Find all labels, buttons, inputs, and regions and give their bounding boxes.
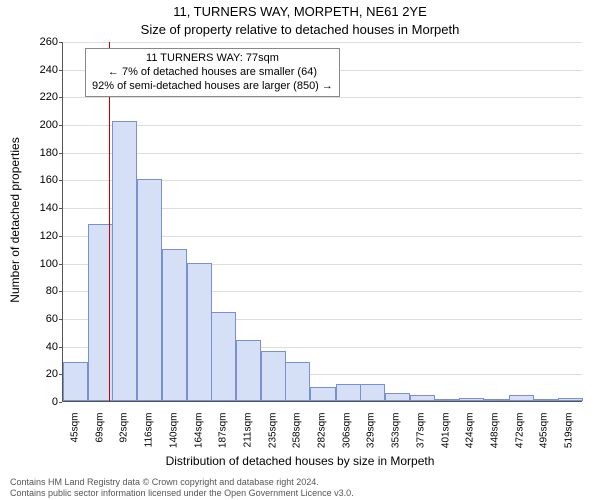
histogram-bar bbox=[385, 393, 410, 401]
plot-area: 11 TURNERS WAY: 77sqm ← 7% of detached h… bbox=[62, 42, 582, 402]
y-tick-label: 100 bbox=[24, 258, 58, 270]
x-tick-label: 448sqm bbox=[490, 413, 501, 461]
y-tick-mark bbox=[59, 70, 62, 71]
histogram-bar bbox=[509, 395, 534, 401]
y-tick-label: 180 bbox=[24, 147, 58, 159]
y-tick-mark bbox=[59, 208, 62, 209]
y-tick-label: 80 bbox=[24, 285, 58, 297]
y-tick-label: 140 bbox=[24, 202, 58, 214]
annotation-line: ← 7% of detached houses are smaller (64) bbox=[92, 66, 333, 80]
histogram-bar bbox=[211, 312, 236, 401]
histogram-bar bbox=[261, 351, 286, 401]
x-tick-label: 353sqm bbox=[391, 413, 402, 461]
histogram-bar bbox=[236, 340, 261, 401]
histogram-bar bbox=[336, 384, 361, 401]
gridline bbox=[63, 125, 582, 126]
chart-container: 11, TURNERS WAY, MORPETH, NE61 2YE Size … bbox=[0, 0, 600, 500]
gridline bbox=[63, 153, 582, 154]
y-tick-mark bbox=[59, 125, 62, 126]
y-tick-label: 160 bbox=[24, 174, 58, 186]
x-tick-label: 164sqm bbox=[193, 413, 204, 461]
histogram-bar bbox=[162, 249, 187, 401]
y-tick-label: 200 bbox=[24, 119, 58, 131]
x-tick-label: 140sqm bbox=[168, 413, 179, 461]
x-tick-label: 329sqm bbox=[366, 413, 377, 461]
y-tick-mark bbox=[59, 291, 62, 292]
y-tick-label: 40 bbox=[24, 341, 58, 353]
gridline bbox=[63, 42, 582, 43]
histogram-bar bbox=[484, 399, 509, 401]
x-tick-label: 187sqm bbox=[217, 413, 228, 461]
y-tick-mark bbox=[59, 374, 62, 375]
y-tick-label: 60 bbox=[24, 313, 58, 325]
title-sub: Size of property relative to detached ho… bbox=[0, 22, 600, 37]
y-tick-mark bbox=[59, 42, 62, 43]
y-tick-label: 0 bbox=[24, 396, 58, 408]
x-tick-label: 519sqm bbox=[564, 413, 575, 461]
x-tick-label: 306sqm bbox=[342, 413, 353, 461]
x-tick-label: 211sqm bbox=[242, 413, 253, 461]
title-main: 11, TURNERS WAY, MORPETH, NE61 2YE bbox=[0, 4, 600, 19]
x-tick-label: 424sqm bbox=[465, 413, 476, 461]
y-tick-mark bbox=[59, 180, 62, 181]
histogram-bar bbox=[435, 399, 460, 401]
y-tick-label: 120 bbox=[24, 230, 58, 242]
histogram-bar bbox=[63, 362, 88, 401]
y-tick-label: 20 bbox=[24, 368, 58, 380]
x-tick-label: 116sqm bbox=[143, 413, 154, 461]
histogram-bar bbox=[558, 398, 583, 401]
y-tick-mark bbox=[59, 347, 62, 348]
y-tick-mark bbox=[59, 236, 62, 237]
histogram-bar bbox=[310, 387, 335, 401]
gridline bbox=[63, 97, 582, 98]
histogram-bar bbox=[137, 179, 162, 401]
y-axis-label: Number of detached properties bbox=[8, 137, 22, 302]
histogram-bar bbox=[187, 263, 212, 401]
x-tick-label: 235sqm bbox=[267, 413, 278, 461]
annotation-box: 11 TURNERS WAY: 77sqm ← 7% of detached h… bbox=[85, 48, 340, 97]
footer-attribution: Contains HM Land Registry data © Crown c… bbox=[10, 477, 354, 498]
histogram-bar bbox=[112, 121, 137, 401]
footer-line: Contains HM Land Registry data © Crown c… bbox=[10, 477, 354, 487]
annotation-line: 92% of semi-detached houses are larger (… bbox=[92, 80, 333, 94]
footer-line: Contains public sector information licen… bbox=[10, 488, 354, 498]
annotation-line: 11 TURNERS WAY: 77sqm bbox=[92, 52, 333, 66]
y-tick-mark bbox=[59, 153, 62, 154]
histogram-bar bbox=[533, 399, 558, 401]
y-tick-mark bbox=[59, 264, 62, 265]
x-tick-label: 69sqm bbox=[94, 413, 105, 461]
y-tick-label: 240 bbox=[24, 64, 58, 76]
x-tick-label: 401sqm bbox=[441, 413, 452, 461]
histogram-bar bbox=[285, 362, 310, 401]
y-tick-mark bbox=[59, 97, 62, 98]
x-tick-label: 377sqm bbox=[416, 413, 427, 461]
histogram-bar bbox=[360, 384, 385, 401]
x-tick-label: 45sqm bbox=[69, 413, 80, 461]
histogram-bar bbox=[410, 395, 435, 401]
y-tick-mark bbox=[59, 319, 62, 320]
histogram-bar bbox=[459, 398, 484, 401]
x-tick-label: 258sqm bbox=[291, 413, 302, 461]
x-tick-label: 282sqm bbox=[317, 413, 328, 461]
y-tick-label: 260 bbox=[24, 36, 58, 48]
x-tick-label: 472sqm bbox=[515, 413, 526, 461]
x-tick-label: 495sqm bbox=[539, 413, 550, 461]
y-tick-mark bbox=[59, 402, 62, 403]
x-tick-label: 92sqm bbox=[118, 413, 129, 461]
y-tick-label: 220 bbox=[24, 91, 58, 103]
